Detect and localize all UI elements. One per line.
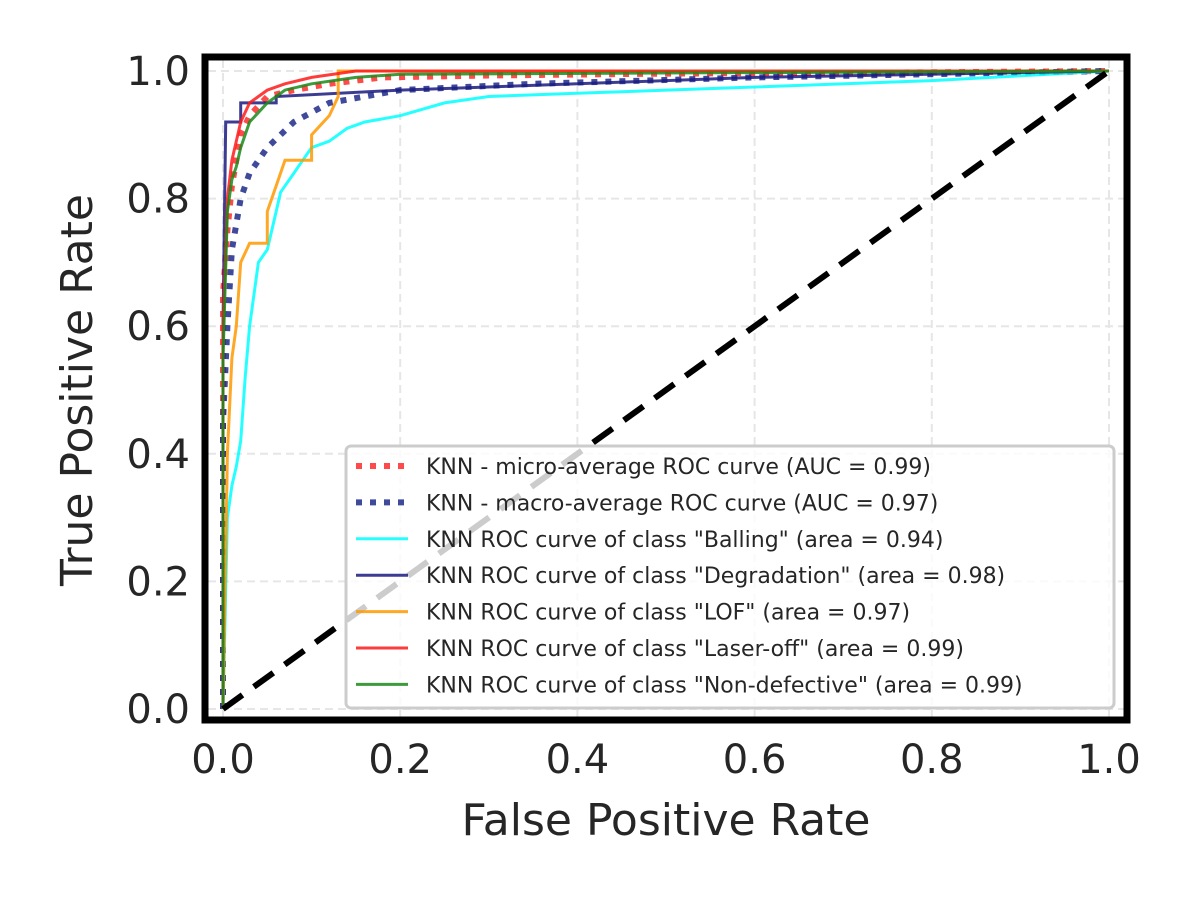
y-tick-label-5: 1.0 — [126, 49, 190, 95]
legend: KNN - micro-average ROC curve (AUC = 0.9… — [344, 444, 1116, 710]
roc-series-line-2 — [221, 69, 1110, 710]
y-tick-label-3: 0.6 — [126, 304, 190, 350]
x-tick-label-3: 0.6 — [723, 737, 787, 783]
plot-frame — [201, 53, 1131, 724]
x-tick-label-0: 0.0 — [191, 737, 255, 783]
y-tick-label-1: 0.2 — [126, 559, 190, 605]
legend-entry-1: KNN - macro-average ROC curve (AUC = 0.9… — [426, 491, 938, 516]
x-tick-label-5: 1.0 — [1077, 737, 1141, 783]
legend-entry-0: KNN - micro-average ROC curve (AUC = 0.9… — [426, 455, 931, 480]
y-tick-label-2: 0.4 — [126, 432, 190, 478]
roc-series-line-5 — [221, 69, 1109, 709]
legend-entry-5: KNN ROC curve of class "Laser-off" (area… — [426, 637, 964, 662]
roc-series-line-6 — [221, 69, 1110, 709]
roc-series-line-0 — [220, 68, 1110, 709]
x-tick-label-1: 0.2 — [368, 737, 432, 783]
y-tick-label-4: 0.8 — [126, 177, 190, 223]
x-tick-label-2: 0.4 — [546, 737, 610, 783]
roc-series-line-1 — [220, 68, 1110, 709]
y-tick-labels: 0.0 0.2 0.4 0.6 0.8 1.0 — [126, 49, 190, 733]
legend-entry-4: KNN ROC curve of class "LOF" (area = 0.9… — [426, 601, 910, 626]
x-tick-label-4: 0.8 — [900, 737, 964, 783]
legend-box — [344, 444, 1116, 710]
legend-entry-2: KNN ROC curve of class "Balling" (area =… — [426, 528, 943, 553]
roc-series-line-3 — [221, 69, 1110, 709]
y-tick-label-0: 0.0 — [126, 687, 190, 733]
legend-entry-3: KNN ROC curve of class "Degradation" (ar… — [426, 564, 1005, 589]
chance-diagonal-line — [221, 68, 1111, 712]
roc-series-line-4 — [221, 69, 1109, 710]
legend-entry-6: KNN ROC curve of class "Non-defective" (… — [426, 673, 1023, 698]
roc-curves — [220, 68, 1111, 712]
y-axis-title: True Positive Rate — [52, 194, 103, 587]
x-axis-title: False Positive Rate — [462, 795, 871, 846]
x-tick-labels: 0.0 0.2 0.4 0.6 0.8 1.0 — [191, 737, 1141, 783]
